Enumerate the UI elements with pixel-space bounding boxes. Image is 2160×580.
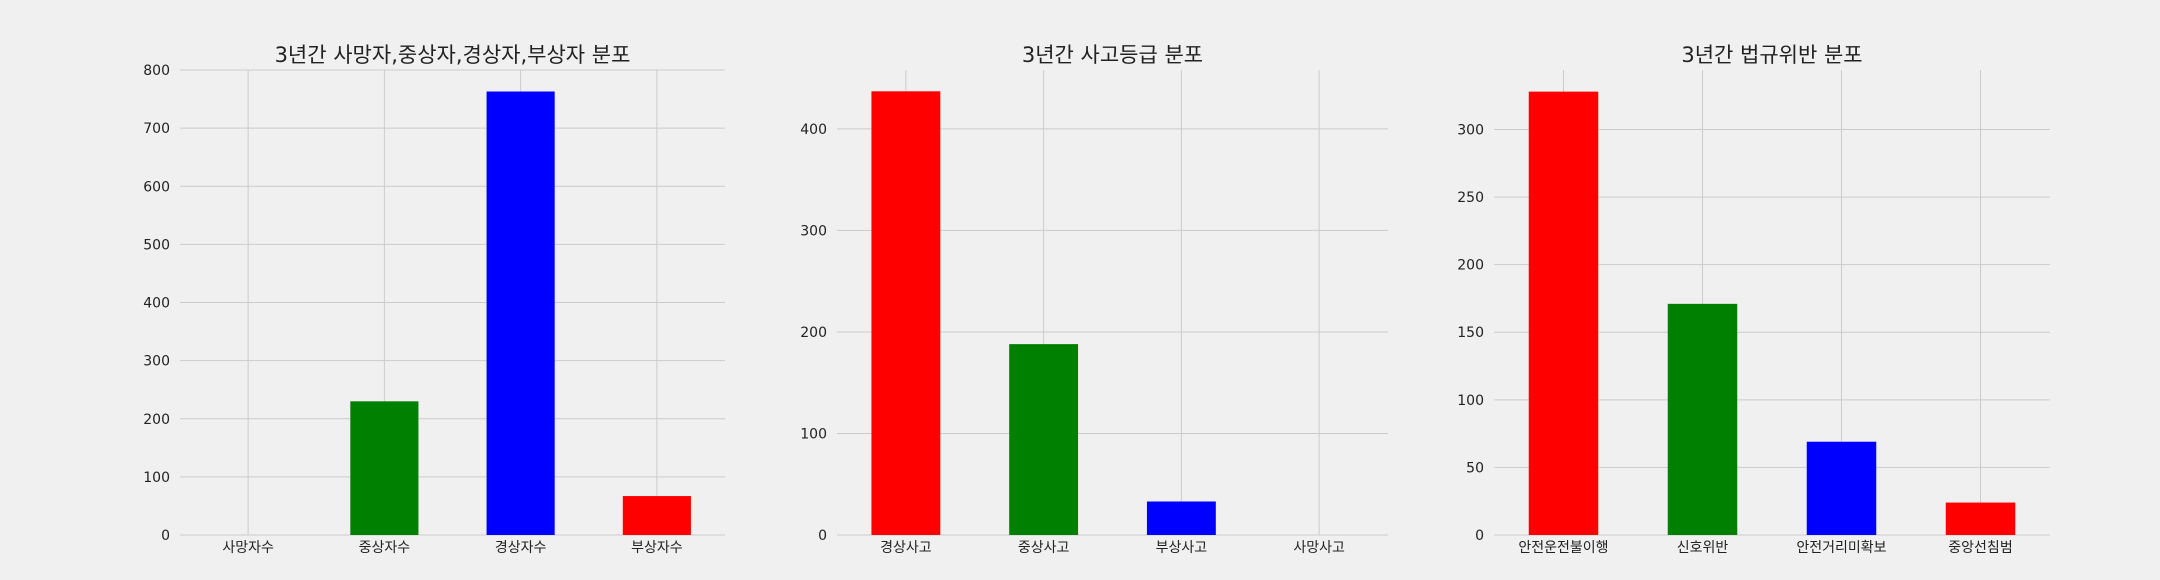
x-tick-label: 안전운전불이행 xyxy=(1518,540,1608,556)
y-tick-label: 250 xyxy=(1457,190,1484,206)
x-tick-label: 중상사고 xyxy=(1018,540,1070,556)
y-tick-label: 200 xyxy=(1457,258,1484,274)
y-tick-label: 700 xyxy=(143,121,170,137)
bar xyxy=(871,91,941,536)
x-tick-label: 부상사고 xyxy=(1156,540,1208,556)
y-tick-label: 600 xyxy=(143,179,170,195)
x-tick-label: 중상자수 xyxy=(359,540,411,556)
x-tick-label: 중앙선침범 xyxy=(1948,540,2012,556)
y-tick-label: 50 xyxy=(1466,460,1484,476)
x-tick-label: 사망자수 xyxy=(222,540,274,556)
x-tick-label: 신호위반 xyxy=(1677,540,1729,556)
y-tick-label: 400 xyxy=(143,296,170,312)
y-tick-label: 100 xyxy=(1457,393,1484,409)
y-tick-label: 200 xyxy=(800,325,827,341)
bar xyxy=(1667,303,1738,535)
bar xyxy=(1806,441,1877,535)
bar xyxy=(622,496,691,535)
y-tick-label: 300 xyxy=(1457,122,1484,138)
y-tick-label: 150 xyxy=(1457,325,1484,341)
x-tick-label: 사망사고 xyxy=(1293,540,1345,556)
y-tick-label: 300 xyxy=(143,354,170,370)
bar xyxy=(486,91,555,535)
y-tick-label: 0 xyxy=(161,528,170,544)
bar xyxy=(350,401,419,535)
chart-title: 3년간 법규위반 분포 xyxy=(1681,43,1862,67)
y-tick-label: 800 xyxy=(143,63,170,79)
x-tick-label: 안전거리미확보 xyxy=(1796,540,1886,556)
chart-title: 3년간 사망자,중상자,경상자,부상자 분포 xyxy=(275,43,631,67)
bar xyxy=(1009,344,1079,535)
y-tick-label: 400 xyxy=(800,122,827,138)
y-tick-label: 500 xyxy=(143,237,170,253)
x-tick-label: 경상자수 xyxy=(495,540,547,556)
y-tick-label: 200 xyxy=(143,412,170,428)
bar xyxy=(1528,91,1599,536)
x-tick-label: 경상사고 xyxy=(880,540,932,556)
y-tick-label: 300 xyxy=(800,223,827,239)
bar xyxy=(1945,502,2016,535)
y-tick-label: 100 xyxy=(800,426,827,442)
y-tick-label: 0 xyxy=(1475,528,1484,544)
y-tick-label: 100 xyxy=(143,470,170,486)
bar xyxy=(1146,501,1216,535)
y-tick-label: 0 xyxy=(818,528,827,544)
x-tick-label: 부상자수 xyxy=(631,540,683,556)
chart-title: 3년간 사고등급 분포 xyxy=(1022,43,1203,67)
